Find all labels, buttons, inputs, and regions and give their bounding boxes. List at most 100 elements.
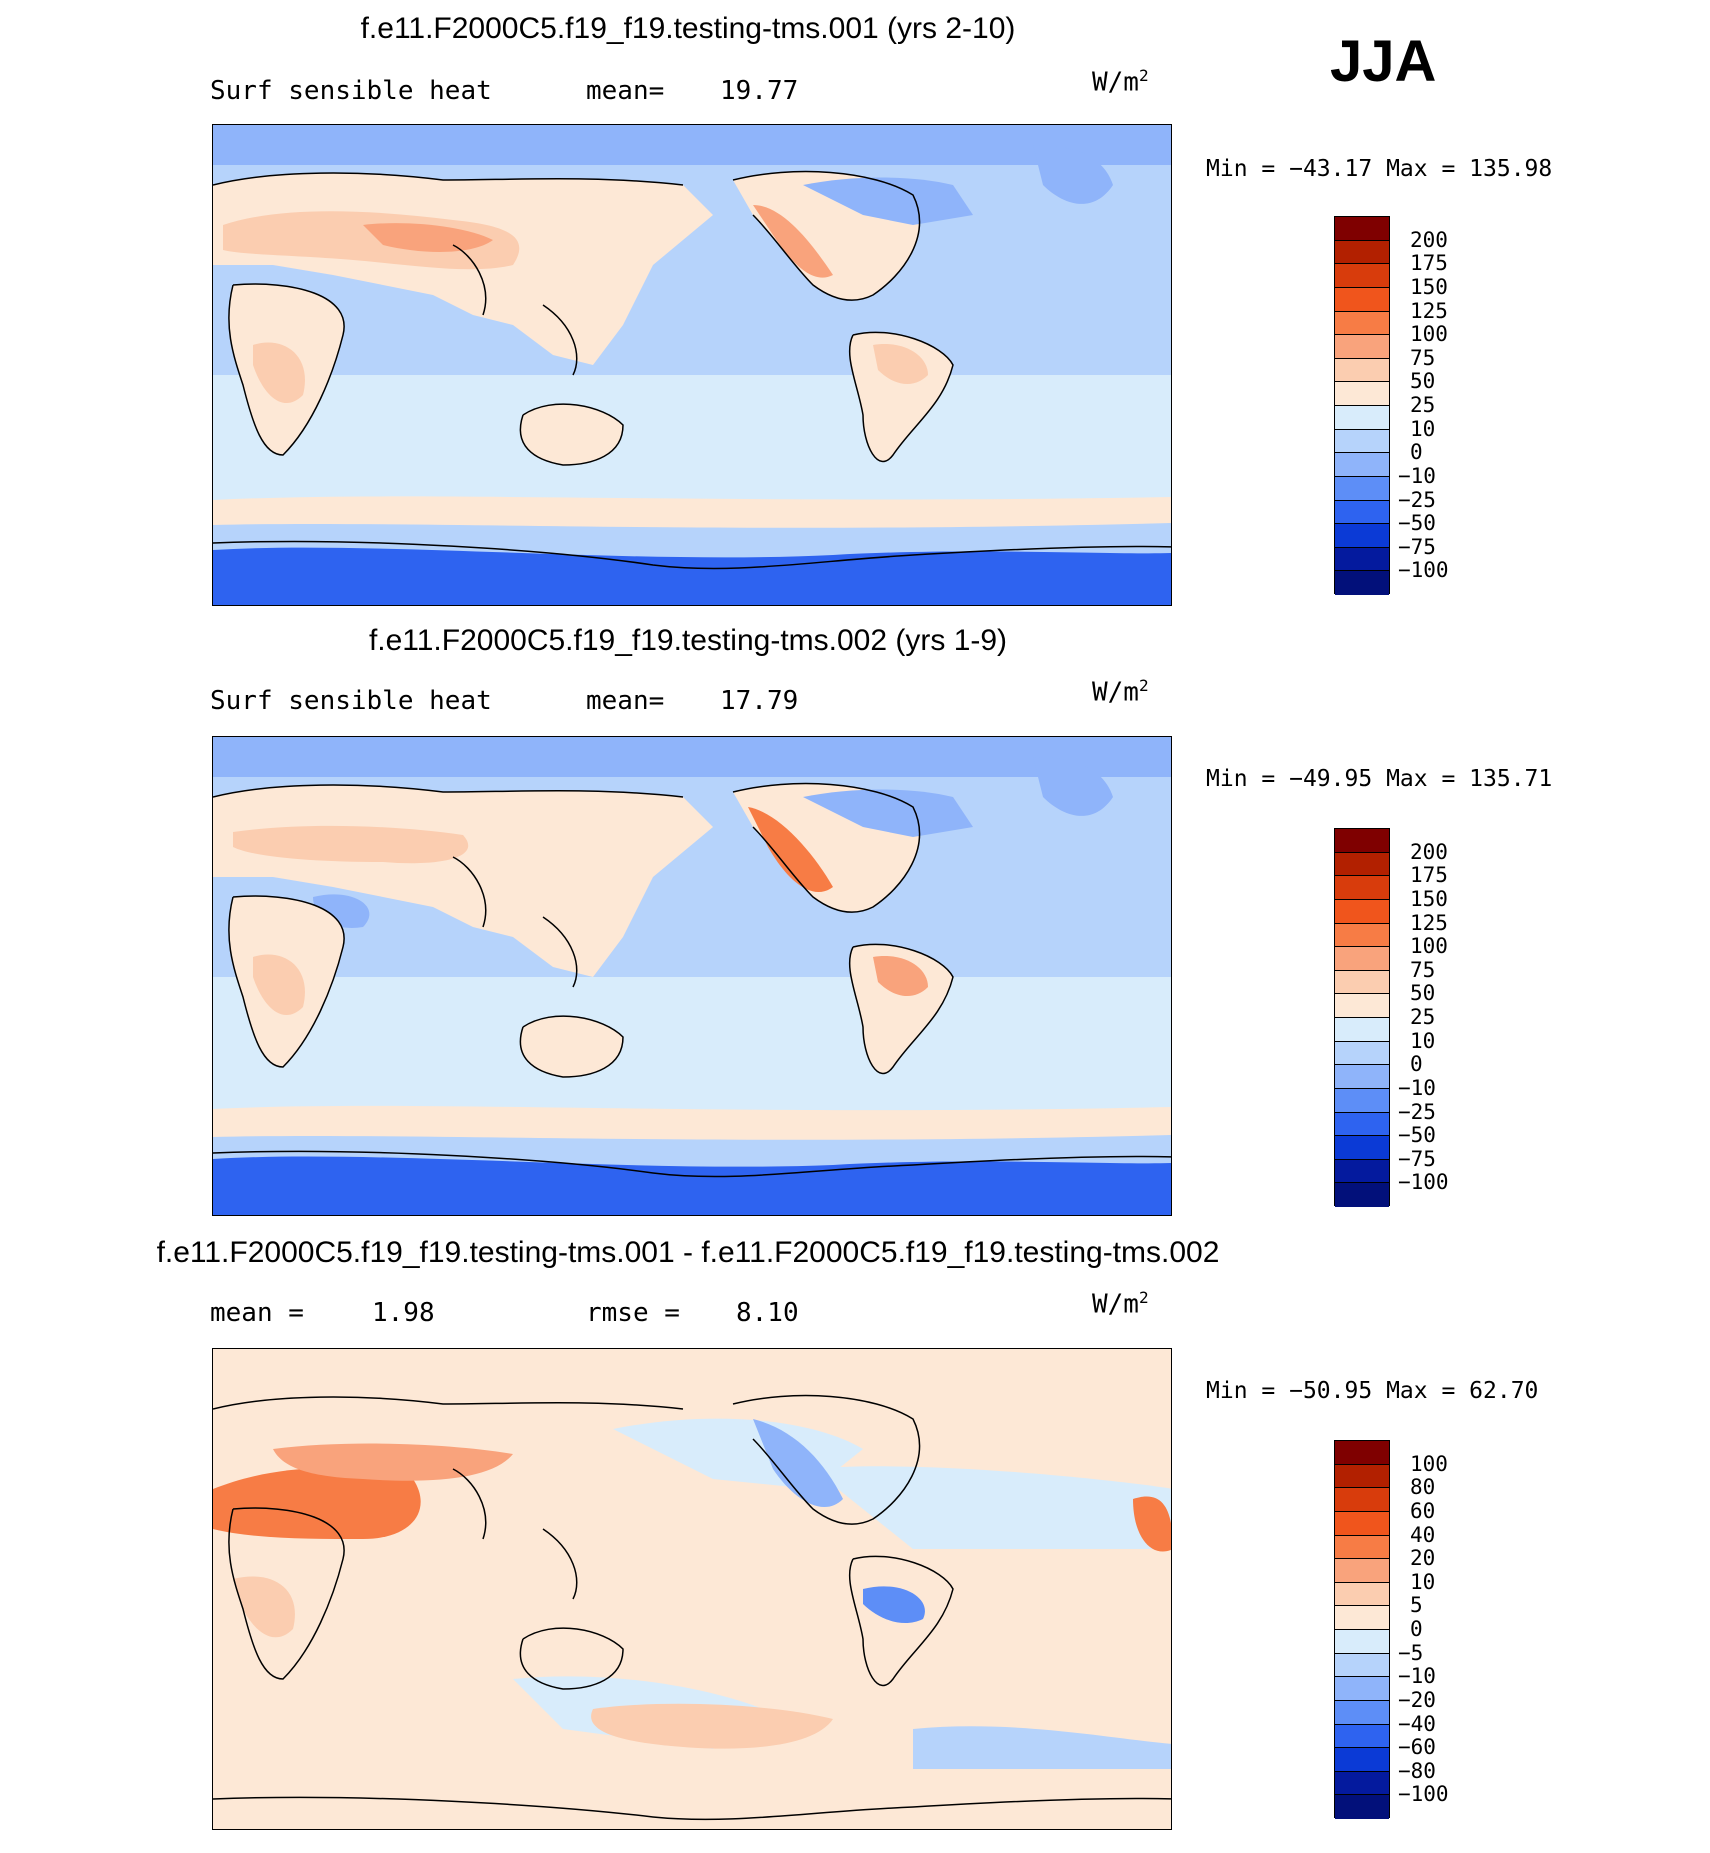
colorbar-tick-label: −40	[1398, 1711, 1436, 1736]
colorbar-tick-label: −25	[1398, 487, 1436, 512]
colorbar-tick-label: 0	[1410, 1052, 1423, 1077]
colorbar-swatch	[1335, 1441, 1389, 1465]
colorbar-swatch	[1335, 524, 1389, 548]
panel-3-units: W/m2	[1092, 1288, 1149, 1320]
colorbar-swatch	[1335, 311, 1389, 336]
panel-3-minmax: Min = −50.95 Max = 62.70	[1206, 1378, 1539, 1404]
panel-3-map	[212, 1348, 1172, 1830]
colorbar-tick-label: 75	[1410, 345, 1436, 370]
colorbar-swatch	[1335, 947, 1389, 971]
colorbar-swatch	[1335, 1653, 1389, 1678]
colorbar-swatch	[1335, 970, 1389, 995]
colorbar-tick-label: 125	[1410, 298, 1448, 323]
colorbar-swatch	[1335, 1535, 1389, 1560]
colorbar-tick-label: 100	[1410, 322, 1448, 347]
colorbar-tick-label: 10	[1410, 1028, 1436, 1053]
colorbar-tick-label: 0	[1410, 1617, 1423, 1641]
colorbar-swatch	[1335, 1159, 1389, 1184]
panel-2-mean-label: mean=	[586, 686, 665, 716]
colorbar-swatch	[1335, 1488, 1389, 1512]
colorbar-tick-label: −5	[1398, 1640, 1424, 1665]
colorbar-tick-label: −10	[1398, 1664, 1436, 1689]
colorbar-swatch	[1335, 1018, 1389, 1042]
colorbar-tick-label: 150	[1410, 886, 1448, 911]
season-label: JJA	[1330, 29, 1437, 94]
colorbar-swatch	[1335, 1630, 1389, 1654]
colorbar-swatch	[1335, 476, 1389, 501]
colorbar-swatch	[1335, 1582, 1389, 1607]
panel-2-colorbar	[1334, 828, 1390, 1207]
colorbar-tick-label: −100	[1398, 1170, 1449, 1195]
colorbar-swatch	[1335, 406, 1389, 430]
colorbar-swatch	[1335, 264, 1389, 288]
colorbar-tick-label: −100	[1398, 558, 1449, 583]
colorbar-tick-label: 10	[1410, 416, 1436, 441]
panel-3-title: f.e11.F2000C5.f19_f19.testing-tms.001 - …	[156, 1236, 1220, 1269]
colorbar-tick-label: 50	[1410, 981, 1436, 1006]
colorbar-swatch	[1335, 500, 1389, 525]
colorbar-swatch	[1335, 1041, 1389, 1066]
colorbar-swatch	[1335, 1795, 1389, 1819]
colorbar-tick-label: 5	[1410, 1593, 1423, 1618]
panel-2-variable-label: Surf sensible heat	[210, 686, 492, 716]
colorbar-tick-label: −60	[1398, 1735, 1436, 1760]
colorbar-tick-label: 200	[1410, 839, 1448, 864]
panel-1-colorbar	[1334, 216, 1390, 595]
colorbar-swatch	[1335, 1136, 1389, 1160]
colorbar-swatch	[1335, 240, 1389, 265]
colorbar-swatch	[1335, 1112, 1389, 1137]
colorbar-tick-label: 75	[1410, 957, 1436, 982]
colorbar-tick-label: −100	[1398, 1782, 1449, 1807]
colorbar-tick-label: −20	[1398, 1687, 1436, 1712]
colorbar-tick-label: −25	[1398, 1099, 1436, 1124]
panel-1-mean-label: mean=	[586, 76, 665, 106]
colorbar-tick-label: 80	[1410, 1475, 1436, 1500]
colorbar-swatch	[1335, 217, 1389, 241]
colorbar-tick-label: 150	[1410, 274, 1448, 299]
panel-3-rmse-label: rmse =	[586, 1298, 680, 1328]
colorbar-swatch	[1335, 829, 1389, 853]
panel-3-mean-label: mean =	[210, 1298, 304, 1328]
colorbar-swatch	[1335, 1065, 1389, 1089]
colorbar-tick-label: −75	[1398, 534, 1436, 559]
colorbar-swatch	[1335, 547, 1389, 572]
colorbar-swatch	[1335, 1559, 1389, 1583]
panel-2-mean-value: 17.79	[720, 686, 799, 716]
colorbar-swatch	[1335, 1677, 1389, 1701]
panel-3-mean-value: 1.98	[372, 1298, 435, 1328]
colorbar-swatch	[1335, 571, 1389, 595]
colorbar-swatch	[1335, 1511, 1389, 1536]
colorbar-swatch	[1335, 852, 1389, 877]
colorbar-tick-label: −10	[1398, 1075, 1436, 1100]
colorbar-tick-label: 200	[1410, 227, 1448, 252]
panel-1-title: f.e11.F2000C5.f19_f19.testing-tms.001 (y…	[360, 12, 1016, 45]
colorbar-swatch	[1335, 1748, 1389, 1772]
colorbar-tick-label: 25	[1410, 1005, 1436, 1029]
colorbar-tick-label: 175	[1410, 251, 1448, 276]
colorbar-tick-label: 50	[1410, 369, 1436, 394]
panel-2-map	[212, 736, 1172, 1216]
colorbar-tick-label: 100	[1410, 934, 1448, 959]
colorbar-tick-label: −75	[1398, 1146, 1436, 1171]
colorbar-swatch	[1335, 429, 1389, 454]
panel-2-minmax: Min = −49.95 Max = 135.71	[1206, 766, 1553, 792]
colorbar-swatch	[1335, 1464, 1389, 1489]
colorbar-tick-label: 0	[1410, 440, 1423, 465]
panel-2-title: f.e11.F2000C5.f19_f19.testing-tms.002 (y…	[368, 624, 1008, 657]
colorbar-swatch	[1335, 1606, 1389, 1630]
colorbar-swatch	[1335, 335, 1389, 359]
colorbar-tick-label: −50	[1398, 511, 1436, 536]
panel-3-colorbar	[1334, 1440, 1390, 1819]
colorbar-tick-label: −50	[1398, 1123, 1436, 1148]
colorbar-tick-label: −10	[1398, 463, 1436, 488]
colorbar-swatch	[1335, 453, 1389, 477]
panel-3-rmse-value: 8.10	[736, 1298, 799, 1328]
colorbar-swatch	[1335, 899, 1389, 924]
colorbar-swatch	[1335, 923, 1389, 948]
colorbar-swatch	[1335, 287, 1389, 312]
colorbar-tick-label: 40	[1410, 1522, 1436, 1547]
colorbar-swatch	[1335, 382, 1389, 406]
colorbar-tick-label: 20	[1410, 1546, 1436, 1571]
panel-1-minmax: Min = −43.17 Max = 135.98	[1206, 156, 1553, 182]
colorbar-tick-label: −80	[1398, 1758, 1436, 1783]
